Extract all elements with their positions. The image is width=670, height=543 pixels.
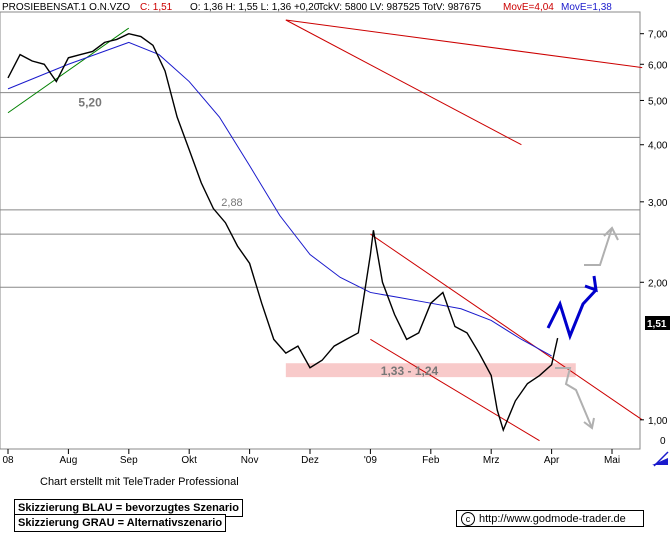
chart-header-symbol: PROSIEBENSAT.1 O.N.VZO <box>2 2 130 13</box>
y-tick-label: 6,00 <box>648 60 668 71</box>
x-tick-label: Mai <box>604 455 620 466</box>
chart-header-close: C: 1,51 <box>140 2 173 13</box>
x-tick-label: '09 <box>364 455 377 466</box>
x-tick-label: 08 <box>2 455 14 466</box>
last-price-label: 1,51 <box>647 319 667 330</box>
legend-alternative-text: Skizzierung GRAU = Alternativszenario <box>18 517 222 529</box>
chart-header-move-blue: MovE=1,38 <box>561 2 612 13</box>
x-tick-label: Aug <box>60 455 78 466</box>
chart-header-volume: TckV: 5800 LV: 987525 TotV: 987675 <box>318 2 482 13</box>
website-link[interactable]: c http://www.godmode-trader.de <box>456 510 644 527</box>
legend-preferred-text: Skizzierung BLAU = bevorzugtes Szenario <box>18 502 239 514</box>
chart-credit: Chart erstellt mit TeleTrader Profession… <box>40 476 239 488</box>
chart-header-ohlc: O: 1,36 H: 1,55 L: 1,36 +0,20 <box>190 2 320 13</box>
x-tick-label: Dez <box>301 455 319 466</box>
y-tick-label: 7,00 <box>648 30 668 41</box>
copyright-icon: c <box>461 512 475 526</box>
legend-box-alternative: Skizzierung GRAU = Alternativszenario <box>14 514 226 532</box>
annotation-288: 2,88 <box>221 197 242 209</box>
chart-header-move-red: MovE=4,04 <box>503 2 554 13</box>
x-tick-label: Okt <box>181 455 197 466</box>
scroll-arrow-icon[interactable] <box>652 452 668 466</box>
x-tick-label: Sep <box>120 455 138 466</box>
y-tick-label: 2,00 <box>648 278 668 289</box>
x-tick-label: Apr <box>544 455 560 466</box>
y-tick-label: 5,00 <box>648 96 668 107</box>
x-tick-label: Nov <box>241 455 259 466</box>
x-tick-label: Feb <box>422 455 440 466</box>
y-zero-label: 0 <box>660 436 666 447</box>
y-tick-label: 1,00 <box>648 416 668 427</box>
y-tick-label: 3,00 <box>648 198 668 209</box>
x-tick-label: Mrz <box>483 455 500 466</box>
annotation-520: 5,20 <box>78 96 102 110</box>
plot-area <box>0 12 640 449</box>
annotation-zone: 1,33 - 1,24 <box>381 364 439 378</box>
website-url[interactable]: http://www.godmode-trader.de <box>479 513 626 525</box>
y-tick-label: 4,00 <box>648 141 668 152</box>
